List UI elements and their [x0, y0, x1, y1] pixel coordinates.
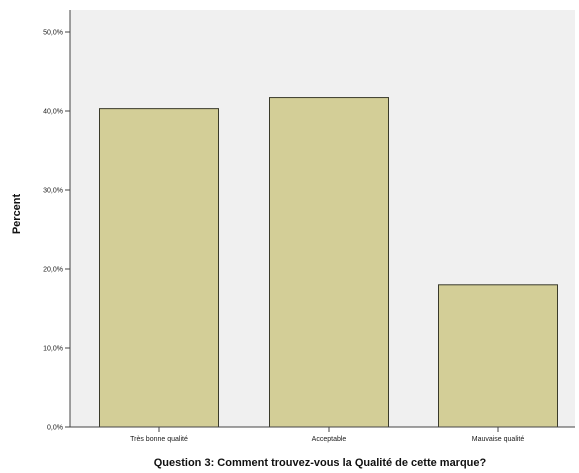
x-tick-label: Très bonne qualité — [130, 436, 188, 443]
y-tick-label: 30,0% — [43, 188, 63, 195]
bar — [438, 284, 558, 428]
y-tick-label: 0,0% — [47, 425, 63, 432]
y-axis-ticks: 0,0% 10,0% 20,0% 30,0% 40,0% 50,0% — [43, 30, 70, 432]
x-tick-label: Mauvaise qualité — [472, 436, 525, 443]
y-tick-label: 50,0% — [43, 30, 63, 37]
bar — [269, 97, 389, 428]
bars — [99, 97, 558, 428]
y-tick-label: 10,0% — [43, 346, 63, 353]
x-axis-title: Question 3: Comment trouvez-vous la Qual… — [154, 457, 487, 469]
y-tick-label: 40,0% — [43, 109, 63, 116]
x-axis-ticks: Très bonne qualité Acceptable Mauvaise qua… — [130, 427, 524, 443]
y-axis-title: Percent — [11, 193, 23, 234]
bar — [99, 108, 219, 428]
y-tick-label: 20,0% — [43, 267, 63, 274]
x-tick-label: Acceptable — [312, 436, 347, 443]
